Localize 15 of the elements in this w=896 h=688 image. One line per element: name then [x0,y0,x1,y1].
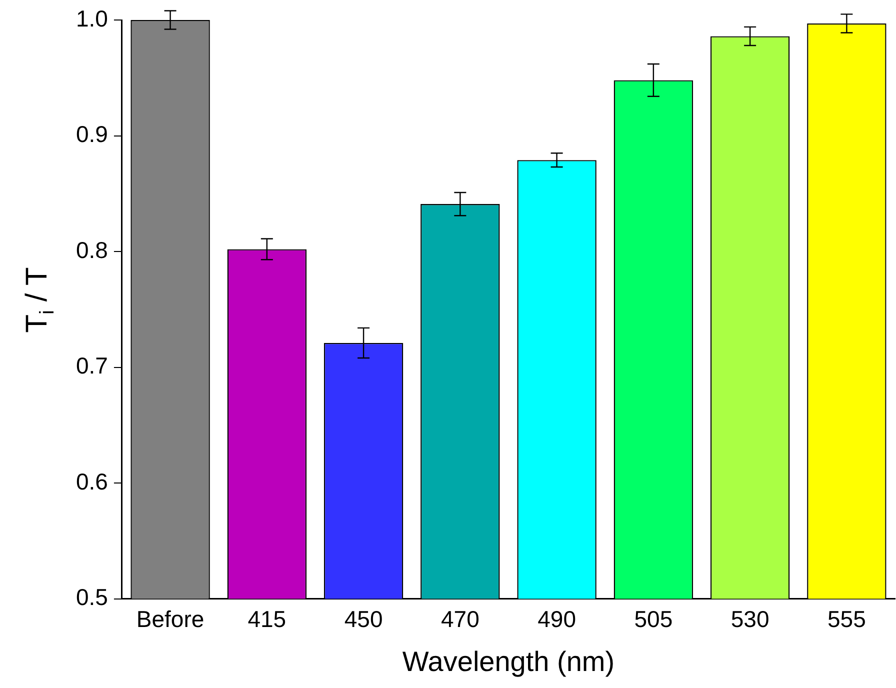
y-tick-label: 0.5 [76,584,108,610]
x-tick-label: 530 [730,606,770,632]
x-tick-label: 470 [440,606,480,632]
y-tick-label: 0.7 [76,352,108,379]
y-tick-label: 1.0 [76,5,108,32]
y-tick-label: 0.9 [76,121,108,148]
x-tick-label: 415 [248,606,286,632]
x-tick-label: 505 [634,606,673,632]
x-tick-label: 490 [538,606,576,632]
x-tick-label: 450 [344,606,383,632]
y-tick-label: 0.8 [76,236,108,263]
x-axis-title: Wavelength (nm) [402,646,615,677]
x-tick-label: Before [136,606,204,632]
y-tick-label: 0.6 [76,468,108,494]
x-tick-label: 555 [828,606,866,632]
